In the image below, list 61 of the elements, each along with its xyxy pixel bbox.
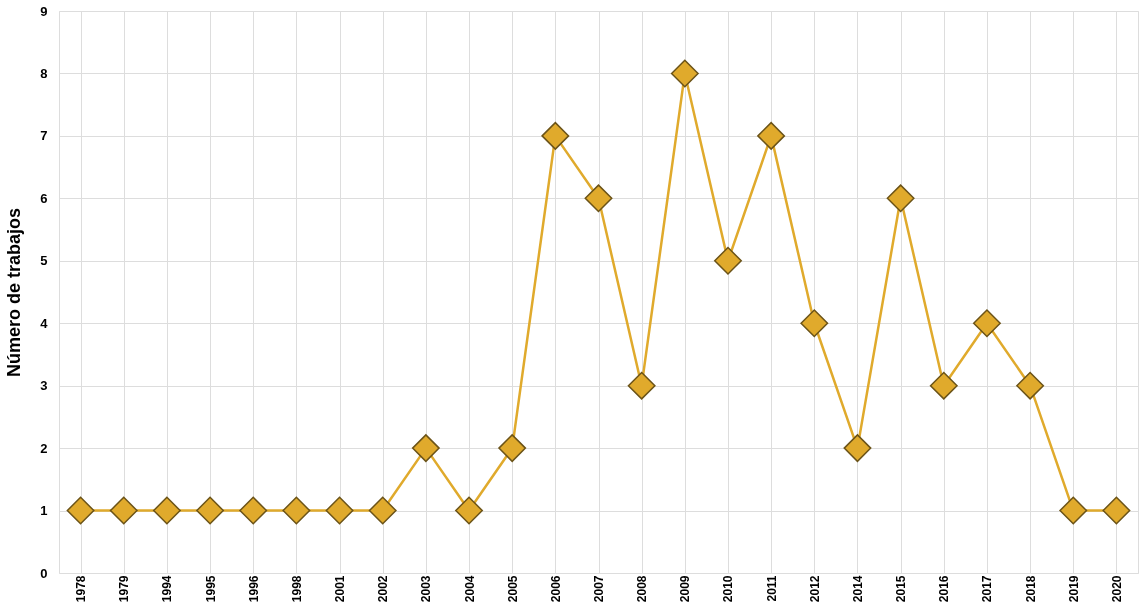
- x-tick-label: 2018: [1023, 575, 1038, 603]
- x-tick-label: 1994: [160, 575, 175, 603]
- point: [109, 496, 138, 525]
- y-tick-label: 1: [40, 503, 48, 519]
- point: [1102, 496, 1131, 525]
- x-tick-label: 2006: [548, 575, 563, 603]
- x-tick-label: 2016: [937, 575, 952, 603]
- point: [455, 496, 483, 525]
- point: [196, 496, 225, 525]
- x-tick-label: 2002: [376, 575, 391, 603]
- x-tick-label: 2012: [807, 575, 822, 603]
- point: [411, 434, 440, 463]
- y-tick-label: 5: [40, 253, 48, 269]
- x-tick-label: 1995: [203, 575, 218, 603]
- x-tick-label: 2010: [721, 575, 736, 603]
- point: [66, 496, 95, 525]
- point: [498, 434, 527, 463]
- point: [325, 496, 354, 525]
- x-tick-label: 2019: [1066, 575, 1081, 603]
- x-tick-label: 1996: [246, 575, 261, 603]
- x-tick-label: 1979: [117, 575, 132, 603]
- x-tick-label: 2009: [678, 575, 693, 603]
- point: [800, 309, 829, 338]
- point: [1059, 496, 1088, 525]
- x-tick-label: 2011: [764, 575, 779, 602]
- y-tick-label: 7: [40, 128, 48, 144]
- y-tick-label: 2: [40, 440, 48, 456]
- point: [541, 121, 570, 150]
- y-tick-label: 0: [40, 565, 48, 581]
- point: [368, 496, 397, 525]
- point: [714, 246, 742, 275]
- point: [670, 59, 699, 88]
- y-axis-title: Número de trabajos: [4, 207, 25, 378]
- x-tick-label: 1978: [74, 575, 89, 603]
- x-tick-label: 2004: [462, 575, 477, 603]
- x-tick-label: 2007: [592, 575, 606, 603]
- point: [1016, 371, 1045, 400]
- x-tick-label: 2003: [419, 575, 434, 603]
- point: [972, 309, 1001, 338]
- x-tick-label: 2017: [980, 575, 995, 603]
- y-tick-label: 9: [40, 3, 48, 19]
- y-tick-label: 4: [40, 315, 49, 331]
- x-tick-label: 2008: [635, 575, 650, 603]
- point: [282, 496, 311, 525]
- point: [843, 434, 872, 463]
- point: [929, 371, 958, 400]
- point: [627, 371, 656, 400]
- x-tick-label: 1998: [289, 575, 304, 603]
- x-tick-label: 2001: [333, 575, 348, 603]
- point: [239, 496, 268, 525]
- point: [757, 121, 786, 150]
- x-tick-label: 2015: [894, 575, 909, 603]
- point: [886, 184, 915, 213]
- y-tick-label: 3: [40, 378, 48, 394]
- y-tick-label: 8: [40, 65, 48, 81]
- x-tick-label: 2005: [505, 575, 520, 603]
- x-tick-label: 2020: [1109, 575, 1124, 603]
- x-tick-label: 2014: [850, 575, 865, 603]
- point: [152, 496, 181, 525]
- y-tick-label: 6: [40, 190, 48, 206]
- point: [584, 184, 613, 213]
